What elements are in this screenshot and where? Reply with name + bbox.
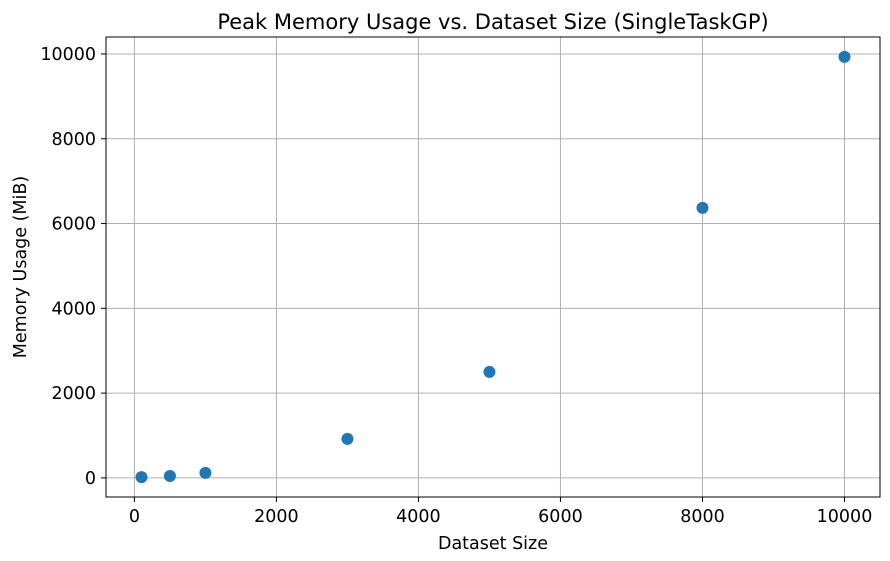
x-tick-label: 0 xyxy=(129,507,140,527)
y-tick-label: 8000 xyxy=(51,130,96,150)
x-tick-label: 2000 xyxy=(254,507,299,527)
data-point xyxy=(838,50,851,63)
data-point xyxy=(483,365,496,378)
x-tick-label: 6000 xyxy=(538,507,583,527)
axis-ticks: 0 2000 4000 6000 8000 10000 0 2000 4000 6000 8000 1… xyxy=(40,45,872,527)
plot-frame xyxy=(105,36,881,498)
x-axis-label: Dataset Size xyxy=(438,534,548,554)
x-tick-label: 10000 xyxy=(817,507,873,527)
data-point xyxy=(341,432,354,445)
y-tick-label: 10000 xyxy=(40,45,96,65)
data-point xyxy=(163,470,176,483)
y-tick-label: 2000 xyxy=(51,384,96,404)
data-point xyxy=(135,471,148,484)
x-tick-label: 8000 xyxy=(680,507,725,527)
y-tick-label: 0 xyxy=(85,469,96,489)
grid-lines xyxy=(106,37,880,497)
chart-title: Peak Memory Usage vs. Dataset Size (Sing… xyxy=(217,10,768,34)
data-points xyxy=(135,50,851,484)
data-point xyxy=(199,466,212,479)
y-tick-label: 6000 xyxy=(51,215,96,235)
y-tick-label: 4000 xyxy=(51,299,96,319)
x-tick-label: 4000 xyxy=(396,507,441,527)
data-point xyxy=(696,201,709,214)
y-axis-label: Memory Usage (MiB) xyxy=(11,176,31,358)
